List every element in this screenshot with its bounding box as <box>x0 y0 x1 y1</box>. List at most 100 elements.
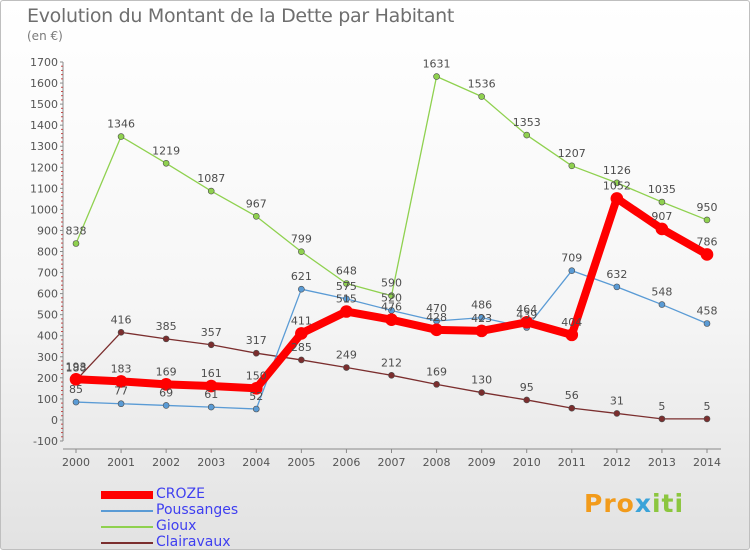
data-label-poussanges: 61 <box>204 388 218 401</box>
y-tick-label: 100 <box>37 393 58 406</box>
data-point-clairavaux <box>523 396 531 404</box>
y-tick-label: 800 <box>37 246 58 259</box>
data-label-poussanges: 458 <box>697 305 718 318</box>
data-point-gioux <box>298 248 305 256</box>
legend-label: Poussanges <box>156 502 239 518</box>
data-point-poussanges <box>162 402 170 409</box>
data-point-croze <box>295 327 308 340</box>
data-label-gioux: 1219 <box>152 144 180 157</box>
data-point-croze <box>610 192 624 205</box>
data-label-croze: 515 <box>336 293 357 306</box>
proxiti-logo: Proxiti <box>584 489 684 518</box>
unit-label: (en €) <box>27 29 63 43</box>
data-label-gioux: 967 <box>246 197 267 210</box>
legend-swatch <box>101 510 153 512</box>
data-label-croze: 411 <box>291 314 312 327</box>
data-point-gioux <box>207 187 215 195</box>
data-label-croze: 193 <box>66 360 87 373</box>
data-label-poussanges: 77 <box>114 385 128 398</box>
data-label-croze: 183 <box>111 362 132 375</box>
legend-label: Clairavaux <box>156 534 231 550</box>
data-label-croze: 786 <box>697 235 718 248</box>
data-point-gioux <box>703 216 711 224</box>
data-label-poussanges: 632 <box>606 268 627 281</box>
data-point-croze <box>159 378 173 391</box>
data-point-poussanges <box>343 295 350 303</box>
data-label-gioux: 1353 <box>513 116 541 129</box>
data-label-gioux: 590 <box>381 277 402 290</box>
data-label-croze: 161 <box>201 367 222 380</box>
x-tick-label: 2001 <box>107 456 135 469</box>
data-point-clairavaux <box>478 389 485 396</box>
data-point-poussanges <box>298 285 305 293</box>
data-label-clairavaux: 5 <box>704 400 711 413</box>
logo-part-1: Pro <box>584 489 635 518</box>
legend-label: Gioux <box>156 518 197 534</box>
data-point-clairavaux <box>162 335 170 343</box>
data-label-gioux: 838 <box>66 224 87 237</box>
data-point-gioux <box>162 159 170 167</box>
x-tick-label: 2006 <box>332 456 360 469</box>
x-tick-label: 2009 <box>468 456 496 469</box>
data-label-gioux: 1035 <box>648 183 676 196</box>
data-point-clairavaux <box>568 404 576 412</box>
data-label-gioux: 1631 <box>423 58 451 71</box>
data-label-clairavaux: 95 <box>520 381 534 394</box>
data-point-croze <box>430 323 443 337</box>
data-point-croze <box>340 305 353 318</box>
data-point-poussanges <box>568 267 576 274</box>
data-point-gioux <box>252 213 260 220</box>
data-label-croze: 150 <box>246 369 267 382</box>
data-point-poussanges <box>72 398 80 406</box>
data-label-gioux: 1087 <box>197 172 225 185</box>
x-tick-label: 2007 <box>378 456 406 469</box>
data-point-gioux <box>523 131 531 139</box>
data-label-gioux: 1126 <box>603 164 631 177</box>
data-label-clairavaux: 249 <box>336 349 357 362</box>
data-label-clairavaux: 285 <box>291 341 312 354</box>
y-tick-label: 1400 <box>30 119 58 132</box>
data-label-clairavaux: 188 <box>66 361 87 374</box>
data-point-clairavaux <box>613 410 621 417</box>
data-point-poussanges <box>658 301 666 308</box>
data-point-gioux <box>343 280 350 287</box>
data-point-croze <box>114 375 128 388</box>
y-tick-label: 200 <box>37 372 58 385</box>
y-tick-label: 1700 <box>30 56 58 69</box>
y-tick-label: 300 <box>37 351 58 364</box>
data-point-gioux <box>72 240 80 247</box>
data-point-gioux <box>388 292 395 300</box>
data-point-clairavaux <box>658 415 666 423</box>
data-point-croze <box>700 248 714 261</box>
data-label-clairavaux: 385 <box>156 320 177 333</box>
data-label-poussanges: 52 <box>249 390 263 403</box>
legend-label: CROZE <box>156 486 205 502</box>
x-tick-label: 2014 <box>693 456 721 469</box>
data-point-croze <box>655 222 669 236</box>
x-tick-label: 2003 <box>197 456 225 469</box>
x-tick-label: 2010 <box>513 456 541 469</box>
y-tick-label: 400 <box>37 330 58 343</box>
y-tick-label: 1600 <box>30 77 58 90</box>
data-label-gioux: 1536 <box>468 78 496 91</box>
data-label-poussanges: 85 <box>69 383 83 396</box>
data-point-croze <box>475 324 488 338</box>
data-label-croze: 464 <box>516 303 537 316</box>
data-label-gioux: 1207 <box>558 147 586 160</box>
data-label-croze: 428 <box>426 311 447 324</box>
data-point-poussanges <box>207 403 215 411</box>
data-point-clairavaux <box>207 341 215 349</box>
data-label-clairavaux: 56 <box>565 389 579 402</box>
data-point-gioux <box>658 198 666 206</box>
legend-swatch <box>101 542 153 544</box>
data-label-clairavaux: 169 <box>426 365 447 378</box>
data-point-clairavaux <box>252 349 260 357</box>
data-label-clairavaux: 416 <box>111 313 132 326</box>
data-label-clairavaux: 130 <box>471 374 492 387</box>
logo-part-3: iti <box>651 489 685 518</box>
data-point-poussanges <box>117 400 125 408</box>
x-tick-label: 2012 <box>603 456 631 469</box>
data-point-gioux <box>568 162 576 170</box>
